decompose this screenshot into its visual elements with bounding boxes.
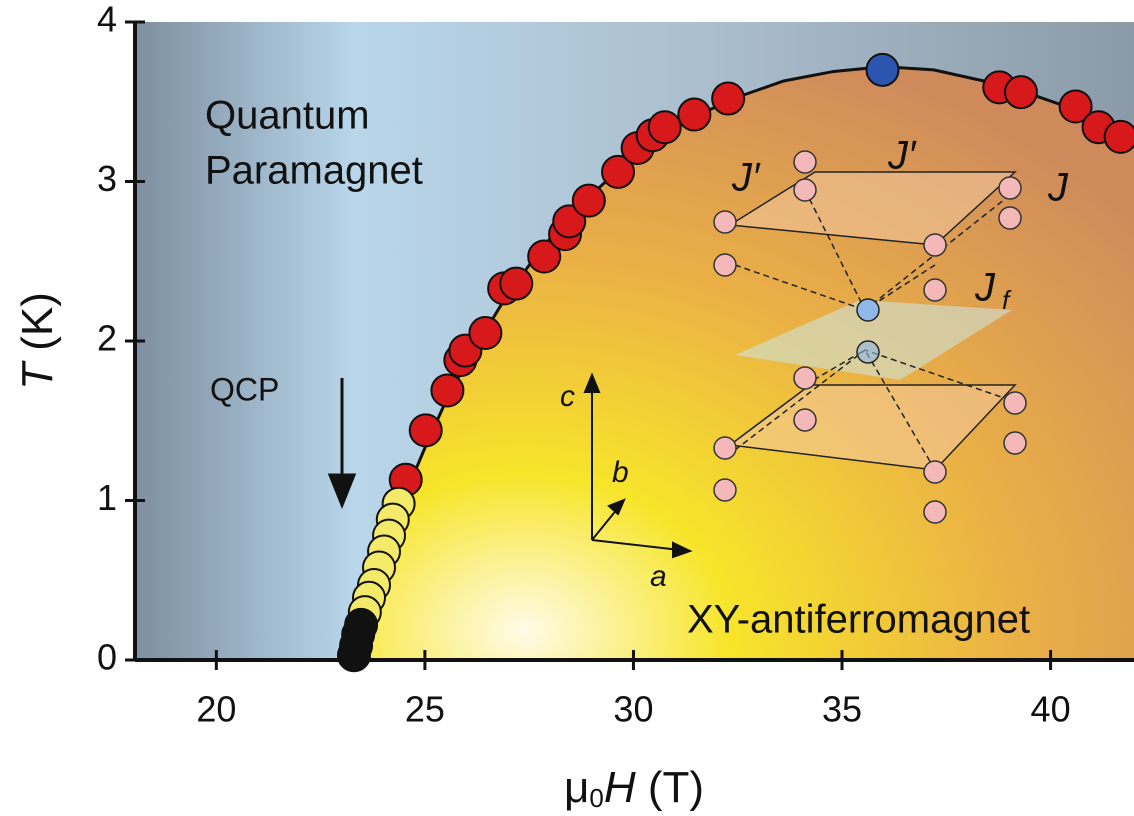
x-tick-label: 25 <box>405 689 445 730</box>
x-axis-label-part: 0 <box>589 783 603 813</box>
data-point <box>866 54 898 86</box>
annotation: J′ <box>887 134 917 178</box>
x-tick-label: 20 <box>196 689 236 730</box>
x-tick-label: 35 <box>822 689 862 730</box>
page: 012342025303540μ0H (T)T (K)QuantumParama… <box>0 0 1134 816</box>
x-axis-label: μ0H (T) <box>564 763 704 813</box>
data-point <box>573 185 605 217</box>
data-point <box>678 99 710 131</box>
y-tick-label: 4 <box>97 0 117 40</box>
data-point <box>410 414 442 446</box>
data-point <box>431 374 463 406</box>
x-axis-label-part: μ <box>564 763 589 812</box>
y-axis-label-part: T <box>13 360 62 390</box>
annotation: QCP <box>210 371 279 407</box>
data-point <box>649 111 681 143</box>
annotation: Quantum <box>205 94 370 138</box>
x-axis-label-part: H <box>604 763 636 812</box>
annotation: c <box>560 380 575 413</box>
annotation: J <box>1047 166 1069 210</box>
chart: 012342025303540μ0H (T)T (K)QuantumParama… <box>0 0 1134 816</box>
annotation: J′ <box>731 156 761 200</box>
y-tick-label: 0 <box>97 637 117 678</box>
y-tick-label: 2 <box>97 318 117 359</box>
y-axis-label: T (K) <box>13 292 62 390</box>
data-point <box>500 268 532 300</box>
x-tick-label: 30 <box>613 689 653 730</box>
annotation: XY-antiferromagnet <box>687 598 1030 642</box>
data-point <box>712 83 744 115</box>
annotation: Paramagnet <box>205 149 423 193</box>
x-axis-label-part: (T) <box>636 763 704 812</box>
annotation: J <box>974 266 996 310</box>
data-point <box>338 639 370 671</box>
annotation: a <box>650 560 667 593</box>
x-tick-label: 40 <box>1031 689 1071 730</box>
y-tick-label: 1 <box>97 477 117 518</box>
data-point <box>469 317 501 349</box>
data-point <box>1005 76 1037 108</box>
annotation: b <box>612 456 629 489</box>
data-point <box>1105 121 1134 153</box>
y-axis-label-part: (K) <box>13 292 62 363</box>
y-tick-label: 3 <box>97 158 117 199</box>
